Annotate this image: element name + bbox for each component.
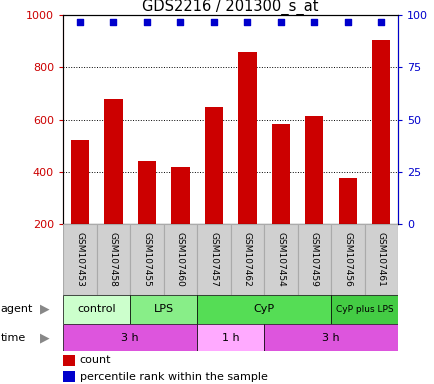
Bar — [63, 371, 75, 382]
Point — [377, 18, 384, 25]
Text: 3 h: 3 h — [322, 333, 339, 343]
Bar — [63, 295, 130, 324]
Text: GSM107462: GSM107462 — [242, 232, 251, 287]
Bar — [338, 178, 356, 224]
Point — [109, 18, 116, 25]
Text: CyP plus LPS: CyP plus LPS — [335, 305, 392, 314]
Bar — [204, 107, 223, 224]
Bar — [63, 355, 75, 366]
Bar — [197, 224, 230, 295]
Point — [143, 18, 150, 25]
Text: GSM107454: GSM107454 — [276, 232, 285, 287]
Bar — [364, 224, 397, 295]
Point — [243, 18, 250, 25]
Title: GDS2216 / 201300_s_at: GDS2216 / 201300_s_at — [142, 0, 318, 15]
Text: GSM107461: GSM107461 — [376, 232, 385, 287]
Bar — [130, 224, 163, 295]
Bar — [197, 324, 263, 351]
Bar — [263, 224, 297, 295]
Text: 1 h: 1 h — [221, 333, 239, 343]
Bar — [330, 224, 364, 295]
Text: count: count — [80, 356, 111, 366]
Bar — [163, 224, 197, 295]
Bar — [130, 295, 197, 324]
Point — [277, 18, 284, 25]
Bar — [230, 224, 263, 295]
Bar — [330, 295, 397, 324]
Bar — [197, 295, 330, 324]
Point — [344, 18, 351, 25]
Bar — [63, 224, 96, 295]
Bar — [70, 141, 89, 224]
Text: GSM107453: GSM107453 — [75, 232, 84, 287]
Bar — [263, 324, 397, 351]
Text: ▶: ▶ — [40, 331, 49, 344]
Text: agent: agent — [1, 304, 33, 314]
Bar — [63, 324, 197, 351]
Bar — [297, 224, 330, 295]
Bar — [304, 116, 323, 224]
Text: GSM107456: GSM107456 — [342, 232, 352, 287]
Bar — [271, 124, 289, 224]
Bar — [237, 52, 256, 224]
Point — [210, 18, 217, 25]
Bar — [104, 99, 122, 224]
Text: control: control — [77, 304, 115, 314]
Text: time: time — [1, 333, 26, 343]
Bar — [171, 167, 189, 224]
Text: CyP: CyP — [253, 304, 274, 314]
Text: percentile rank within the sample: percentile rank within the sample — [80, 372, 267, 382]
Text: GSM107457: GSM107457 — [209, 232, 218, 287]
Bar — [96, 224, 130, 295]
Point — [76, 18, 83, 25]
Text: GSM107455: GSM107455 — [142, 232, 151, 287]
Point — [310, 18, 317, 25]
Point — [177, 18, 184, 25]
Bar — [137, 161, 156, 224]
Bar — [371, 40, 390, 224]
Text: ▶: ▶ — [40, 303, 49, 316]
Text: LPS: LPS — [153, 304, 173, 314]
Text: GSM107460: GSM107460 — [175, 232, 184, 287]
Text: GSM107458: GSM107458 — [108, 232, 118, 287]
Text: 3 h: 3 h — [121, 333, 138, 343]
Text: GSM107459: GSM107459 — [309, 232, 318, 287]
